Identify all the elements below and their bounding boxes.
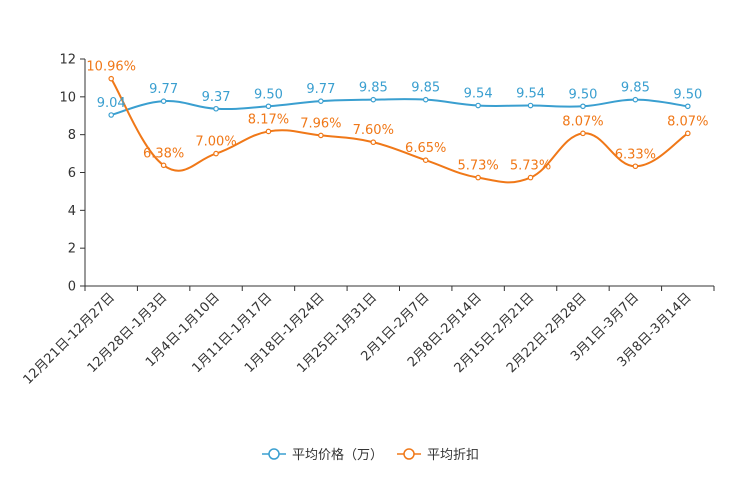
data-point[interactable] [318, 98, 324, 104]
data-label: 5.73% [510, 159, 551, 174]
series-line-1 [110, 78, 689, 184]
data-label: 9.85 [621, 81, 650, 96]
data-point[interactable] [160, 98, 167, 104]
data-point[interactable] [370, 96, 377, 103]
legend-item-0[interactable]: 平均价格（万） [262, 447, 383, 463]
data-point[interactable] [632, 96, 639, 103]
data-point[interactable] [527, 174, 534, 181]
data-label: 9.85 [411, 81, 440, 96]
y-tick-label: 0 [68, 280, 76, 295]
legend-label: 平均折扣 [427, 448, 479, 463]
y-tick-label: 2 [68, 242, 76, 257]
x-ticks: 12月21日-12月27日12月28日-1月3日1月4日-1月10日1月11日-… [21, 286, 715, 388]
data-point[interactable] [527, 102, 534, 109]
data-labels-layer: 9.04 9.77 9.37 9.50 9.77 9.85 9.85 9.54 9.54 9.50… [86, 60, 708, 174]
series-line-0 [110, 98, 688, 116]
data-label: 9.54 [516, 87, 545, 102]
data-point[interactable] [108, 75, 115, 82]
legend-marker-icon [403, 448, 415, 460]
data-label: 9.50 [568, 87, 597, 102]
x-tick-label: 12月21日-12月27日 [21, 290, 118, 387]
data-point[interactable] [580, 130, 586, 137]
data-point[interactable] [108, 112, 115, 118]
legend-marker-icon [268, 448, 280, 460]
data-point[interactable] [213, 150, 219, 157]
data-label: 9.77 [306, 82, 335, 97]
data-label: 6.33% [615, 147, 656, 162]
data-point[interactable] [213, 105, 219, 112]
data-label: 9.77 [149, 82, 178, 97]
data-point[interactable] [684, 130, 691, 137]
data-label: 8.07% [562, 114, 603, 129]
y-ticks: 0 2 4 6 8 10 12 [59, 53, 85, 295]
data-point[interactable] [265, 128, 272, 135]
legend-label: 平均价格（万） [292, 447, 383, 463]
data-point[interactable] [318, 132, 324, 139]
data-label: 7.60% [353, 123, 394, 138]
y-tick-label: 12 [59, 53, 76, 68]
data-point[interactable] [632, 163, 639, 170]
data-label: 7.00% [195, 135, 236, 150]
data-point[interactable] [475, 174, 481, 181]
data-point[interactable] [475, 102, 481, 109]
data-point[interactable] [580, 103, 586, 110]
data-label: 8.17% [248, 112, 289, 127]
y-tick-label: 10 [59, 90, 76, 105]
y-tick-label: 4 [68, 204, 76, 219]
data-label: 6.38% [143, 146, 184, 161]
data-label: 6.65% [405, 141, 446, 156]
data-label: 9.85 [359, 81, 388, 96]
data-label: 10.96% [86, 60, 136, 75]
data-point[interactable] [422, 157, 429, 164]
data-point[interactable] [684, 103, 691, 110]
data-point[interactable] [265, 103, 272, 110]
data-label: 8.07% [667, 114, 708, 129]
data-label: 9.50 [254, 87, 283, 102]
legend-item-1[interactable]: 平均折扣 [397, 448, 479, 463]
data-point[interactable] [370, 139, 377, 146]
data-label: 9.37 [202, 90, 231, 105]
y-tick-label: 6 [68, 166, 76, 181]
data-label: 7.96% [300, 116, 341, 131]
series-layer [108, 75, 691, 184]
data-point[interactable] [160, 162, 167, 169]
data-label: 9.54 [464, 87, 493, 102]
legend[interactable]: 平均价格（万） 平均折扣 [262, 447, 479, 463]
data-point[interactable] [422, 96, 429, 103]
data-label: 9.50 [673, 87, 702, 102]
data-label: 9.04 [97, 96, 126, 111]
y-tick-label: 8 [68, 128, 76, 143]
data-label: 5.73% [457, 159, 498, 174]
axes [84, 59, 714, 287]
